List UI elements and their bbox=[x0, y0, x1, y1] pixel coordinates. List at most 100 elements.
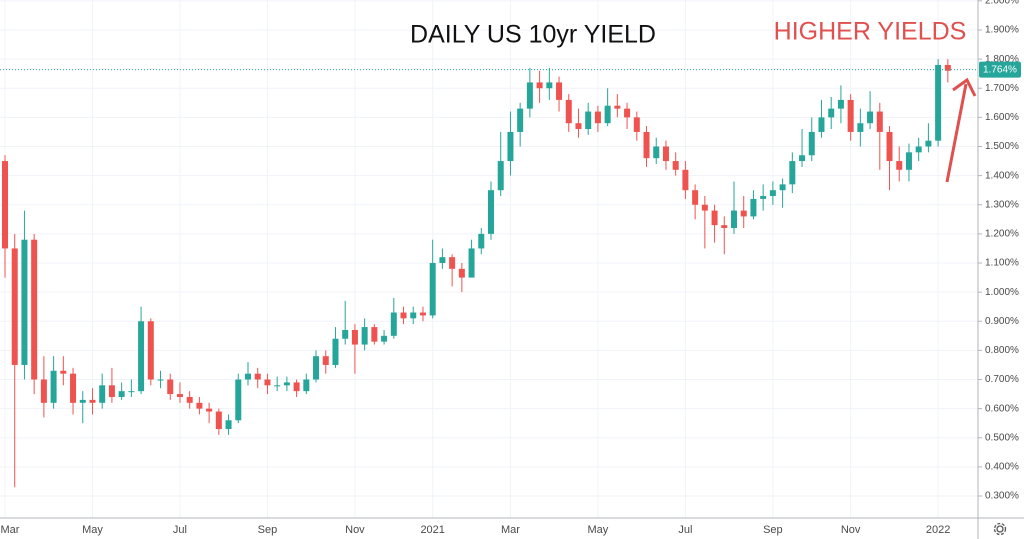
candle-body bbox=[526, 82, 533, 109]
y-tick-label: 0.800% bbox=[985, 345, 1019, 356]
candle-body bbox=[672, 161, 679, 170]
y-tick-label: 0.900% bbox=[985, 316, 1019, 327]
candle-body bbox=[565, 99, 572, 124]
candle-body bbox=[351, 329, 358, 345]
candle-body bbox=[118, 391, 125, 397]
x-tick-label: Nov bbox=[841, 524, 861, 536]
x-tick-label: 2021 bbox=[420, 524, 444, 536]
candle-body bbox=[11, 248, 18, 365]
candle-body bbox=[915, 146, 922, 153]
candles bbox=[2, 59, 951, 488]
candle-body bbox=[167, 379, 174, 395]
x-tick-label: May bbox=[588, 524, 609, 536]
candle-body bbox=[750, 198, 757, 217]
candle-body bbox=[361, 327, 368, 345]
candle-body bbox=[390, 312, 397, 336]
candle-body bbox=[507, 131, 514, 162]
candle-body bbox=[847, 99, 854, 132]
candle-body bbox=[692, 190, 699, 205]
arrow-head bbox=[952, 77, 977, 97]
candle-body bbox=[944, 64, 951, 71]
candle-body bbox=[439, 257, 446, 264]
y-tick-label: 0.700% bbox=[985, 374, 1019, 385]
annotation: HIGHER YIELDS bbox=[774, 18, 967, 46]
settings-icon-ring bbox=[993, 522, 1007, 536]
candle-body bbox=[449, 257, 456, 269]
candle-body bbox=[779, 184, 786, 191]
candle-body bbox=[400, 312, 407, 319]
candle-body bbox=[604, 105, 611, 124]
candle-body bbox=[614, 105, 621, 109]
candle-body bbox=[157, 379, 164, 381]
candle-body bbox=[546, 82, 553, 89]
candle-body bbox=[711, 210, 718, 226]
settings-icon[interactable] bbox=[993, 522, 1007, 536]
candle-body bbox=[264, 379, 271, 386]
candle-body bbox=[176, 394, 183, 397]
candle-body bbox=[196, 402, 203, 409]
x-tick-label: Sep bbox=[763, 524, 783, 536]
x-tick-label: May bbox=[82, 524, 103, 536]
y-tick-label: 1.600% bbox=[985, 112, 1019, 123]
candle-body bbox=[108, 385, 115, 397]
y-tick-label: 1.200% bbox=[985, 229, 1019, 240]
candle-body bbox=[458, 268, 465, 278]
candle-body bbox=[235, 379, 242, 421]
candle-body bbox=[731, 210, 737, 229]
candle-body bbox=[624, 108, 631, 118]
candle-body bbox=[468, 248, 475, 278]
grid bbox=[0, 0, 978, 518]
candle-body bbox=[886, 131, 893, 162]
candle-body bbox=[828, 108, 835, 118]
y-tick-label: 1.900% bbox=[985, 25, 1019, 36]
y-tick-label: 1.400% bbox=[985, 170, 1019, 181]
y-tick-label: 2.000% bbox=[985, 0, 1019, 7]
candle-body bbox=[50, 370, 57, 403]
y-tick-label: 0.400% bbox=[985, 462, 1019, 473]
candle-body bbox=[925, 140, 932, 147]
candle-body bbox=[371, 327, 378, 342]
candle-body bbox=[701, 204, 708, 211]
arrow bbox=[945, 77, 977, 183]
candle-body bbox=[70, 373, 77, 403]
candle-body bbox=[21, 239, 28, 365]
candle-body bbox=[808, 131, 815, 156]
y-tick-label: 1.500% bbox=[985, 141, 1019, 152]
candle-body bbox=[40, 379, 47, 403]
candle-body bbox=[536, 82, 543, 89]
x-tick-label: Sep bbox=[258, 524, 278, 536]
candle-body bbox=[585, 111, 592, 130]
y-tick-label: 0.600% bbox=[985, 403, 1019, 414]
candle-body bbox=[594, 111, 601, 124]
candle-body bbox=[410, 312, 417, 319]
candle-body bbox=[138, 321, 145, 392]
x-tick-label: Jul bbox=[678, 524, 692, 536]
candle-body bbox=[313, 356, 320, 380]
candle-body bbox=[857, 123, 864, 132]
candle-body bbox=[186, 396, 193, 403]
candle-body bbox=[283, 382, 290, 386]
y-tick-label: 1.000% bbox=[985, 287, 1019, 298]
candle-body bbox=[79, 399, 86, 403]
x-tick-label: Mar bbox=[501, 524, 520, 536]
last-price-label: 1.764% bbox=[983, 64, 1017, 75]
candle-body bbox=[322, 356, 329, 365]
candle-body bbox=[488, 190, 494, 234]
candle-body bbox=[342, 329, 349, 339]
x-tick-label: Nov bbox=[345, 524, 365, 536]
candle-body bbox=[896, 161, 903, 170]
candle-body bbox=[682, 169, 689, 191]
candle-body bbox=[799, 155, 806, 162]
candle-body bbox=[89, 399, 96, 403]
candle-body bbox=[653, 146, 660, 159]
candle-body bbox=[905, 152, 912, 170]
candle-body bbox=[215, 411, 222, 430]
candle-body bbox=[419, 312, 426, 316]
candle-body bbox=[721, 225, 728, 229]
candle-body bbox=[789, 161, 796, 185]
chart-title: DAILY US 10yr YIELD bbox=[410, 21, 656, 49]
candle-body bbox=[2, 161, 8, 249]
candle-body bbox=[867, 111, 874, 124]
